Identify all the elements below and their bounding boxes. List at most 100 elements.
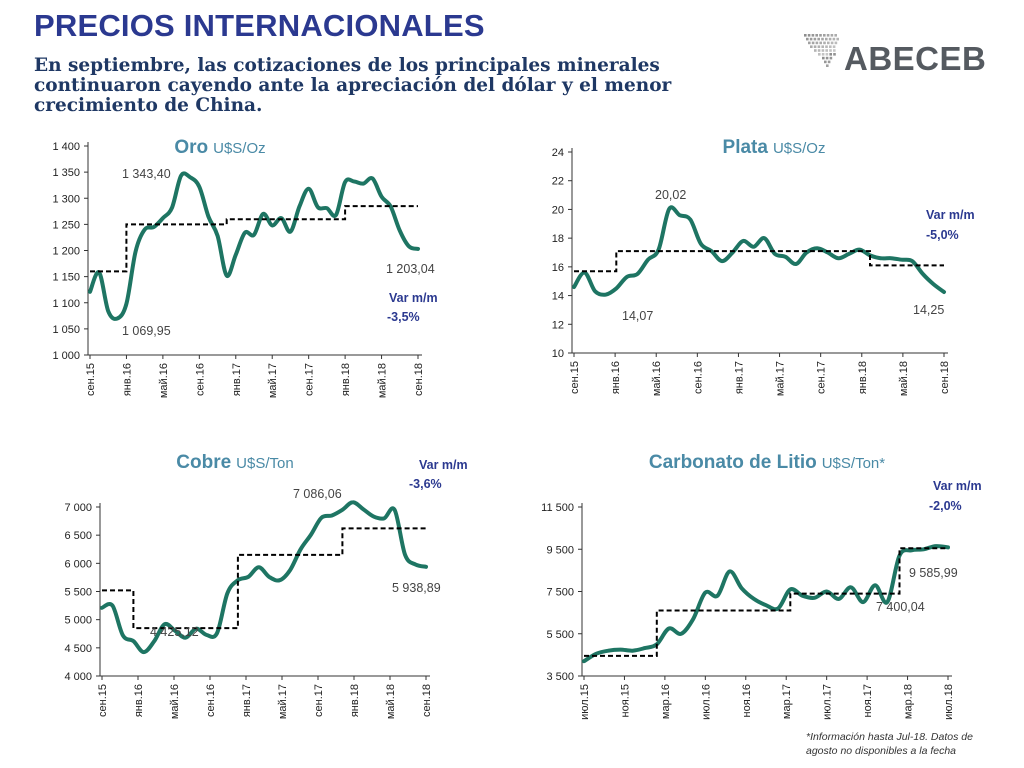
y-tick-label: 16 xyxy=(552,262,564,274)
chart-title: Cobre U$S/Ton xyxy=(176,452,293,473)
y-tick-label: 22 xyxy=(552,176,564,188)
y-tick-label: 12 xyxy=(552,319,564,331)
x-tick-label: май.16 xyxy=(158,363,170,398)
annotation-min-value: 14,07 xyxy=(622,309,653,323)
y-tick-label: 10 xyxy=(552,348,564,360)
x-tick-label: янв.17 xyxy=(231,363,243,396)
x-tick-label: сен.16 xyxy=(692,361,704,394)
page-title: PRECIOS INTERNACIONALES xyxy=(34,8,485,43)
annotation-max-value: 20,02 xyxy=(655,188,686,202)
y-tick-label: 4 500 xyxy=(64,643,92,655)
y-tick-label: 1 400 xyxy=(52,141,80,153)
x-tick-label: сен.18 xyxy=(939,361,951,394)
x-tick-label: сен.17 xyxy=(304,363,316,396)
y-tick-label: 1 250 xyxy=(52,219,80,231)
south-america-dots-icon xyxy=(804,34,839,67)
x-tick-label: янв.18 xyxy=(857,361,869,394)
annotation-mid-value: 7 400,04 xyxy=(876,600,925,614)
y-tick-label: 24 xyxy=(552,147,564,159)
y-tick-label: 4 000 xyxy=(64,671,92,683)
chart-plata: Plata U$S/Oz 10 12 14 16 18 20 22 24 сен.15 янв.16 м… xyxy=(552,137,975,396)
annotation-min-value: 1 069,95 xyxy=(122,324,171,338)
x-tick-label: июл.17 xyxy=(822,684,834,720)
chart-cobre: Cobre U$S/Ton 4 000 4 500 5 000 5 500 6 000 6 5… xyxy=(64,452,468,719)
page-subtitle: En septiembre, las cotizaciones de los p… xyxy=(34,55,672,116)
x-tick-label: сен.15 xyxy=(85,363,97,396)
logo-text: ABECEB xyxy=(844,40,987,77)
chart-title: Plata U$S/Oz xyxy=(723,137,826,158)
x-tick-label: май.17 xyxy=(267,363,279,398)
footnote: *Información hasta Jul-18. Datos de agos… xyxy=(806,731,973,757)
x-tick-label: май.18 xyxy=(385,684,397,719)
price-series-line xyxy=(572,205,946,297)
y-tick-label: 7 000 xyxy=(64,502,92,514)
var-value: -5,0% xyxy=(926,228,959,242)
x-tick-label: янв.18 xyxy=(349,684,361,717)
x-tick-label: ноя.15 xyxy=(619,684,631,717)
y-tick-label: 7 500 xyxy=(546,587,574,599)
annotation-max-value: 7 086,06 xyxy=(293,487,342,501)
y-tick-label: 18 xyxy=(552,233,564,245)
x-tick-label: мар.16 xyxy=(660,684,672,719)
chart-oro: Oro U$S/Oz 1 000 1 050 1 100 1 150 1 200 1 250 1… xyxy=(52,137,438,398)
average-dashed-line xyxy=(90,205,418,273)
x-tick-label: сен.16 xyxy=(205,684,217,717)
var-label: Var m/m xyxy=(389,291,438,305)
x-tick-label: сен.17 xyxy=(313,684,325,717)
y-tick-label: 11 500 xyxy=(541,502,574,514)
annotation-last-value: 9 585,99 xyxy=(909,566,958,580)
annotation-min-value: 4 425,12 xyxy=(150,625,199,639)
y-tick-label: 6 500 xyxy=(64,530,92,542)
x-tick-label: мар.17 xyxy=(781,684,793,719)
var-value: -3,5% xyxy=(387,310,420,324)
x-tick-label: янв.17 xyxy=(733,361,745,394)
annotation-max-value: 1 343,40 xyxy=(122,167,171,181)
chart-litio: Carbonato de Litio U$S/Ton* 3 500 5 500 7 50… xyxy=(541,452,982,720)
annotation-last-value: 1 203,04 xyxy=(386,262,435,276)
var-label: Var m/m xyxy=(926,208,975,222)
y-tick-label: 1 350 xyxy=(52,167,80,179)
var-label: Var m/m xyxy=(419,458,468,472)
x-tick-label: сен.16 xyxy=(194,363,206,396)
x-tick-label: янв.16 xyxy=(610,361,622,394)
chart-title: Carbonato de Litio U$S/Ton* xyxy=(649,452,885,473)
annotation-last-value: 14,25 xyxy=(913,303,944,317)
y-tick-label: 6 000 xyxy=(64,558,92,570)
x-tick-label: янв.16 xyxy=(133,684,145,717)
x-tick-label: ноя.17 xyxy=(862,684,874,717)
x-tick-label: сен.15 xyxy=(569,361,581,394)
x-tick-label: май.18 xyxy=(377,363,389,398)
x-tick-label: май.18 xyxy=(898,361,910,396)
x-tick-label: июл.16 xyxy=(700,684,712,720)
x-tick-label: май.17 xyxy=(775,361,787,396)
y-tick-label: 1 200 xyxy=(52,246,80,258)
chart-title: Oro U$S/Oz xyxy=(174,137,265,158)
x-tick-label: сен.17 xyxy=(816,361,828,394)
y-tick-label: 3 500 xyxy=(546,671,574,683)
var-value: -2,0% xyxy=(929,499,962,513)
y-tick-label: 1 150 xyxy=(52,272,80,284)
x-tick-label: ноя.16 xyxy=(741,684,753,717)
annotation-last-value: 5 938,89 xyxy=(392,581,441,595)
x-tick-label: май.16 xyxy=(169,684,181,719)
y-tick-label: 1 100 xyxy=(52,298,80,310)
x-tick-label: июл.18 xyxy=(943,684,955,720)
x-tick-label: янв.18 xyxy=(340,363,352,396)
average-dashed-line xyxy=(574,250,944,273)
x-tick-label: сен.15 xyxy=(97,684,109,717)
y-tick-label: 5 500 xyxy=(546,629,574,641)
price-series-line xyxy=(88,171,420,321)
y-tick-label: 5 000 xyxy=(64,615,92,627)
average-dashed-line xyxy=(584,547,948,657)
y-tick-label: 1 300 xyxy=(52,193,80,205)
y-tick-label: 14 xyxy=(552,291,564,303)
y-tick-label: 20 xyxy=(552,204,564,216)
var-label: Var m/m xyxy=(933,479,982,493)
average-dashed-line xyxy=(102,527,426,630)
y-tick-label: 1 050 xyxy=(52,324,80,336)
price-series-line xyxy=(100,500,428,655)
price-series-line xyxy=(582,544,950,664)
x-tick-label: мар.18 xyxy=(903,684,915,719)
x-tick-label: май.17 xyxy=(277,684,289,719)
x-tick-label: июл.15 xyxy=(579,684,591,720)
